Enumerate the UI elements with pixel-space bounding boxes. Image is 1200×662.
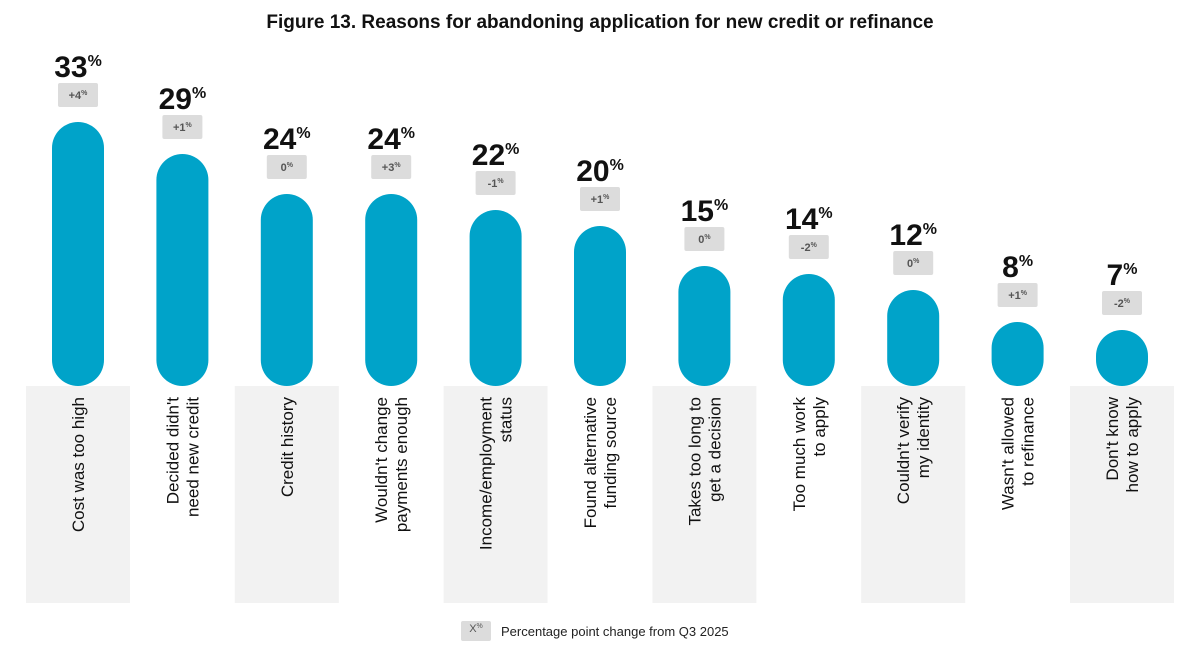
category-label: Credit history: [278, 397, 297, 498]
value-label: 14%: [785, 203, 833, 236]
category-label-line: Couldn't verify: [894, 397, 913, 505]
change-badge: [580, 187, 620, 211]
bar: [887, 290, 940, 386]
category-label-line: status: [497, 397, 516, 442]
category-band: [234, 386, 339, 603]
bar: [156, 154, 209, 386]
change-badge: [788, 235, 829, 259]
change-badge-label: 0%: [281, 162, 294, 174]
change-badge: [893, 251, 934, 275]
bar: [1096, 330, 1148, 386]
category-label: Couldn't verify my identity: [894, 397, 933, 505]
category-label: Found alternative funding source: [581, 397, 620, 528]
change-badge: [475, 171, 516, 195]
category-label-line: get a decision: [705, 397, 724, 502]
category-label-line: Wouldn't change: [372, 397, 391, 523]
change-badge-label: 0%: [698, 234, 711, 246]
category-label: Wouldn't change payments enough: [372, 397, 411, 532]
category-label-line: to refinance: [1019, 397, 1038, 486]
change-badge: [162, 115, 203, 139]
category-band: [861, 386, 966, 603]
value-label: 24%: [367, 123, 415, 156]
category-label-line: Credit history: [278, 397, 297, 498]
change-badge: [371, 155, 412, 179]
category-label-line: funding source: [601, 397, 620, 509]
value-label: 15%: [681, 195, 729, 228]
category-band: [443, 386, 548, 603]
change-badge: [58, 83, 98, 107]
change-badge-label: 0%: [907, 258, 920, 270]
change-badge-label: +1%: [173, 122, 193, 134]
bar: [574, 226, 626, 386]
change-badge-label: +1%: [1008, 290, 1028, 302]
value-label: 8%: [1002, 251, 1033, 284]
change-badge: [684, 227, 725, 251]
change-badge: [266, 155, 307, 179]
value-label: 20%: [576, 155, 624, 188]
category-band: [1070, 386, 1174, 603]
category-label: Takes too long to get a decision: [685, 397, 724, 526]
legend: X% Percentage point change from Q3 2025: [461, 621, 729, 641]
change-badge-label: +3%: [382, 162, 402, 174]
legend-label: Percentage point change from Q3 2025: [501, 623, 729, 639]
category-label-line: Takes too long to: [685, 397, 704, 526]
value-label: 33%: [54, 51, 102, 84]
change-badge-label: +4%: [69, 90, 89, 102]
category-label-line: need new credit: [183, 397, 202, 517]
value-label: 12%: [889, 219, 937, 252]
category-label-line: to apply: [810, 397, 829, 457]
bar: [678, 266, 731, 386]
category-label-line: Don't know: [1103, 396, 1122, 480]
category-label: Don't know how to apply: [1103, 396, 1142, 492]
bar: [260, 194, 313, 386]
change-badge-label: -1%: [488, 178, 505, 190]
category-label: Wasn't allowed to refinance: [999, 397, 1038, 510]
change-badge: [1102, 291, 1142, 315]
chart-title: Figure 13. Reasons for abandoning applic…: [266, 12, 934, 33]
bar: [365, 194, 418, 386]
change-badge-label: -2%: [801, 242, 818, 254]
value-label: 22%: [472, 139, 520, 172]
category-band: [26, 386, 130, 603]
category-label-line: my identity: [914, 397, 933, 479]
category-label-line: Found alternative: [581, 397, 600, 528]
change-badge: [997, 283, 1038, 307]
category-label: Too much work to apply: [790, 397, 829, 512]
category-label: Decided didn't need new credit: [163, 397, 202, 517]
change-badge-label: -2%: [1114, 298, 1131, 310]
category-band: [652, 386, 757, 603]
change-badge-label: +1%: [591, 194, 611, 206]
legend-swatch-label: X: [469, 623, 477, 635]
bar: [991, 322, 1044, 386]
bar: [782, 274, 835, 386]
value-label: 7%: [1107, 259, 1138, 292]
category-label: Income/employment status: [477, 397, 516, 550]
category-label-line: payments enough: [392, 397, 411, 532]
category-label-line: Too much work: [790, 397, 809, 512]
category-label-line: Wasn't allowed: [999, 397, 1018, 510]
category-label-line: Income/employment: [477, 397, 496, 550]
bar: [52, 122, 104, 386]
bar: [469, 210, 522, 386]
value-label: 29%: [159, 83, 207, 116]
value-label: 24%: [263, 123, 311, 156]
category-label: Cost was too high: [69, 397, 88, 532]
category-label-line: Decided didn't: [163, 397, 182, 504]
legend-swatch-sup: %: [476, 623, 483, 630]
category-label-line: how to apply: [1123, 397, 1142, 493]
legend-swatch: X%: [461, 621, 491, 641]
category-label-line: Cost was too high: [69, 397, 88, 532]
